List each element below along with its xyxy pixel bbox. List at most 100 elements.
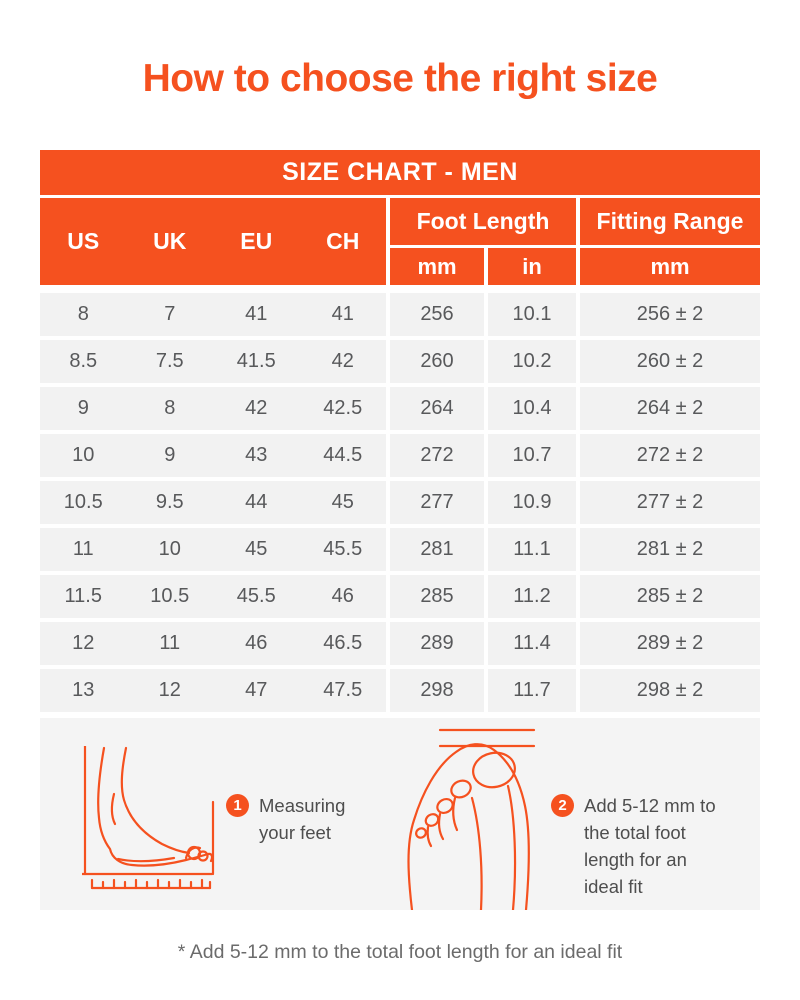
cell-foot-mm: 277 [390, 481, 484, 524]
cell-foot-in: 11.7 [488, 669, 576, 712]
cell-foot-mm: 260 [390, 340, 484, 383]
cell-us: 8.5 [69, 349, 98, 372]
size-cells: 8.5 7.5 41.5 42 [40, 340, 386, 383]
footnote: * Add 5-12 mm to the total foot length f… [177, 941, 623, 963]
cell-uk: 10 [158, 537, 181, 560]
cell-us: 10.5 [63, 490, 103, 513]
cell-us: 11.5 [64, 584, 102, 607]
size-cells: 13 12 47 47.5 [40, 669, 386, 712]
step-2-text: Add 5-12 mm to the total foot length for… [584, 792, 716, 900]
col-header-fitting-range: Fitting Range [580, 198, 760, 245]
step-2-line: the total foot [584, 822, 686, 843]
step-1-text: Measuring your feet [259, 792, 345, 846]
measuring-instructions-panel: 1 Measuring your feet 2 Add 5-12 mm to t… [40, 718, 760, 910]
size-chart-table: SIZE CHART - MEN US UK EU CH Foot Length… [40, 150, 760, 712]
cell-us: 12 [72, 631, 95, 654]
cell-uk: 7 [164, 302, 176, 325]
step-1-badge: 1 [226, 794, 249, 817]
size-cells: 10 9 43 44.5 [40, 434, 386, 477]
table-row: 12 11 46 46.5 289 11.4 289 ± 2 [40, 622, 760, 665]
cell-fitting-range: 298 ± 2 [580, 669, 760, 712]
cell-foot-mm: 285 [390, 575, 484, 618]
subheader-fitting-range-mm: mm [580, 248, 760, 285]
page-title: How to choose the right size [142, 57, 658, 100]
cell-eu: 41.5 [236, 349, 276, 372]
cell-eu: 45 [245, 537, 268, 560]
cell-fitting-range: 285 ± 2 [580, 575, 760, 618]
cell-ch: 41 [331, 302, 354, 325]
col-header-us: US [67, 228, 100, 254]
cell-eu: 47 [245, 678, 268, 701]
cell-ch: 45 [331, 490, 354, 513]
cell-us: 9 [77, 396, 89, 419]
cell-uk: 7.5 [155, 349, 184, 372]
cell-fitting-range: 260 ± 2 [580, 340, 760, 383]
cell-eu: 46 [245, 631, 268, 654]
table-row: 8.5 7.5 41.5 42 260 10.2 260 ± 2 [40, 340, 760, 383]
size-cells: 11.5 10.5 45.5 46 [40, 575, 386, 618]
cell-eu: 44 [245, 490, 268, 513]
cell-foot-in: 11.2 [488, 575, 576, 618]
cell-ch: 42.5 [323, 396, 363, 419]
step-2-line: ideal fit [584, 876, 643, 897]
size-cells: 10.5 9.5 44 45 [40, 481, 386, 524]
table-body: 8 7 41 41 256 10.1 256 ± 2 8.5 7.5 41.5 … [40, 293, 760, 712]
cell-uk: 12 [158, 678, 181, 701]
step-1-line: your feet [259, 822, 331, 843]
step-2: 2 Add 5-12 mm to the total foot length f… [551, 792, 716, 900]
cell-uk: 9.5 [155, 490, 184, 513]
step-2-badge: 2 [551, 794, 574, 817]
cell-us: 11 [72, 537, 94, 560]
cell-foot-in: 10.4 [488, 387, 576, 430]
col-header-foot-length: Foot Length [390, 198, 576, 245]
step-2-line: Add 5-12 mm to [584, 795, 716, 816]
size-cells: 12 11 46 46.5 [40, 622, 386, 665]
cell-ch: 42 [331, 349, 354, 372]
cell-eu: 45.5 [236, 584, 276, 607]
cell-foot-mm: 264 [390, 387, 484, 430]
step-2-line: length for an [584, 849, 687, 870]
cell-uk: 8 [164, 396, 176, 419]
foot-toes-top-view-illustration [406, 726, 543, 910]
cell-foot-in: 10.7 [488, 434, 576, 477]
cell-foot-in: 10.2 [488, 340, 576, 383]
cell-fitting-range: 277 ± 2 [580, 481, 760, 524]
cell-foot-in: 10.9 [488, 481, 576, 524]
col-header-eu: EU [240, 228, 273, 254]
cell-foot-in: 11.1 [488, 528, 576, 571]
table-header: US UK EU CH Foot Length Fitting Range mm… [40, 198, 760, 285]
col-header-uk: UK [153, 228, 187, 254]
cell-uk: 9 [164, 443, 176, 466]
cell-fitting-range: 289 ± 2 [580, 622, 760, 665]
step-1-line: Measuring [259, 795, 346, 816]
cell-foot-mm: 256 [390, 293, 484, 336]
cell-eu: 43 [245, 443, 268, 466]
size-chart-title: SIZE CHART - MEN [40, 150, 760, 195]
cell-foot-mm: 298 [390, 669, 484, 712]
table-row: 10.5 9.5 44 45 277 10.9 277 ± 2 [40, 481, 760, 524]
table-row: 11.5 10.5 45.5 46 285 11.2 285 ± 2 [40, 575, 760, 618]
cell-fitting-range: 281 ± 2 [580, 528, 760, 571]
subheader-foot-length-mm: mm [390, 248, 484, 285]
cell-foot-in: 10.1 [488, 293, 576, 336]
table-row: 10 9 43 44.5 272 10.7 272 ± 2 [40, 434, 760, 477]
cell-ch: 45.5 [323, 537, 363, 560]
foot-side-measuring-illustration [82, 746, 228, 890]
cell-fitting-range: 264 ± 2 [580, 387, 760, 430]
table-row: 9 8 42 42.5 264 10.4 264 ± 2 [40, 387, 760, 430]
cell-fitting-range: 272 ± 2 [580, 434, 760, 477]
size-system-headers: US UK EU CH [40, 198, 386, 285]
cell-foot-mm: 289 [390, 622, 484, 665]
cell-uk: 10.5 [150, 584, 190, 607]
col-header-ch: CH [326, 228, 360, 254]
cell-us: 8 [77, 302, 89, 325]
size-cells: 8 7 41 41 [40, 293, 386, 336]
cell-ch: 47.5 [323, 678, 363, 701]
cell-us: 10 [72, 443, 95, 466]
size-cells: 11 10 45 45.5 [40, 528, 386, 571]
cell-ch: 46 [331, 584, 354, 607]
cell-us: 13 [72, 678, 95, 701]
cell-eu: 42 [245, 396, 268, 419]
cell-uk: 11 [159, 631, 181, 654]
table-row: 11 10 45 45.5 281 11.1 281 ± 2 [40, 528, 760, 571]
